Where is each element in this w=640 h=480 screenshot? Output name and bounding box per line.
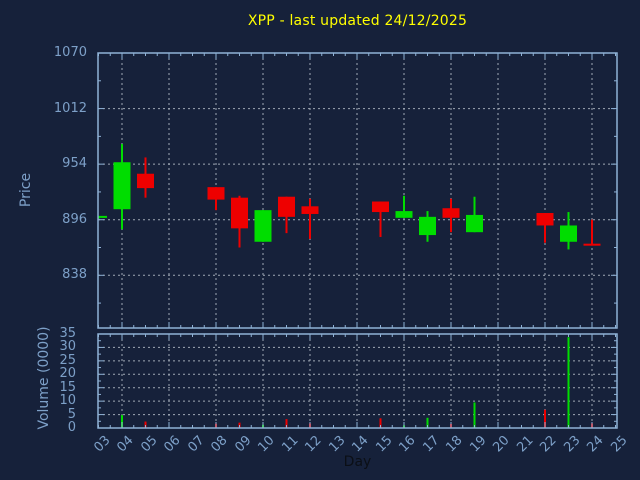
chart-title: XPP - last updated 24/12/2025	[247, 13, 468, 29]
volume-tick-label-0: 0	[67, 420, 76, 435]
candle-day-12	[301, 198, 319, 239]
volume-bar-day-19	[473, 402, 476, 428]
candle-day-17	[419, 211, 436, 242]
price-axis-label-text: Price	[18, 172, 34, 208]
candle-day-09	[231, 195, 248, 248]
day-axis-label: Day	[343, 454, 372, 470]
gridlines	[98, 53, 617, 428]
volume-bar-day-11	[285, 419, 288, 428]
candle-day-05	[137, 157, 154, 198]
candle-day-19	[466, 196, 483, 233]
volume-bar-day-23	[567, 337, 570, 428]
price-tick-label-954: 954	[62, 156, 87, 171]
volume-tick-label-15: 15	[59, 380, 76, 395]
volume-tick-label-10: 10	[59, 393, 76, 408]
candle-day-08	[207, 187, 225, 211]
volume-tick-label-25: 25	[59, 353, 76, 368]
candle-day-15	[372, 201, 389, 237]
candle-day-22	[536, 213, 554, 243]
volume-bar-day-05	[144, 421, 147, 428]
candle-day-11	[278, 196, 295, 234]
volume-tick-label-30: 30	[59, 339, 76, 354]
volume-tick-label-5: 5	[67, 407, 76, 422]
volume-bar-day-22	[544, 409, 546, 428]
candle-day-04	[113, 144, 131, 230]
candle-day-23	[560, 212, 577, 250]
candle-day-16	[395, 195, 413, 218]
price-tick-label-1012: 1012	[53, 101, 87, 116]
price-candles	[98, 144, 601, 250]
volume-tick-label-35: 35	[59, 326, 76, 341]
volume-bar-day-17	[426, 417, 429, 428]
volume-bar-day-04	[121, 415, 123, 428]
price-tick-label-1070: 1070	[53, 45, 87, 60]
volume-bar-day-15	[379, 418, 382, 428]
price-tick-label-896: 896	[62, 212, 87, 227]
candle-day-18	[442, 198, 460, 233]
tick-marks	[98, 52, 617, 429]
volume-tick-label-20: 20	[59, 366, 76, 381]
price-tick-label-838: 838	[62, 267, 87, 282]
candle-day-10	[254, 210, 272, 242]
candle-day-24	[583, 219, 601, 246]
